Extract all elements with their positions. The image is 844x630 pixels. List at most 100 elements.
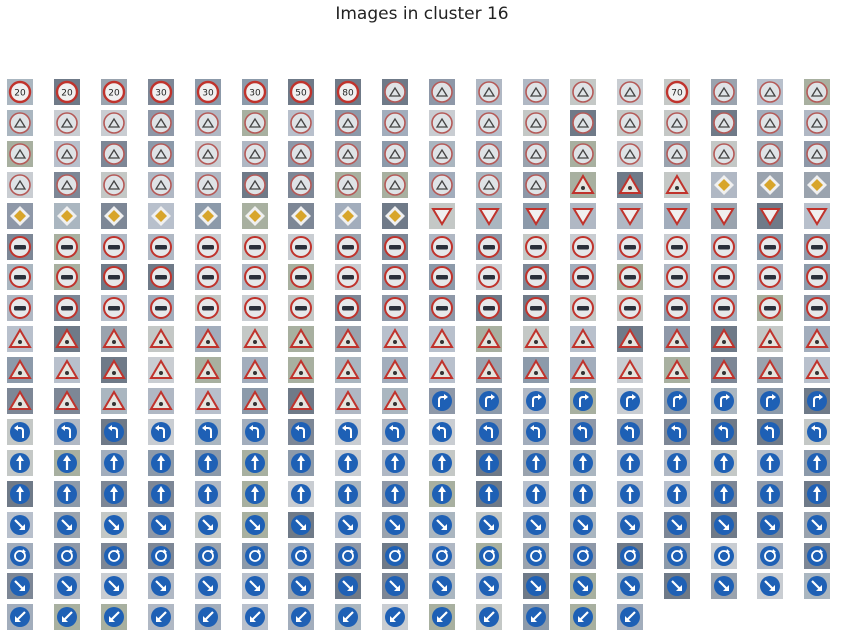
thumbnail-image: [241, 140, 268, 167]
thumbnail-image: [429, 449, 456, 476]
thumbnail-image: [194, 233, 221, 260]
thumbnail-image: [616, 326, 643, 353]
thumbnail-image: [569, 295, 596, 322]
roundabout-icon: [100, 542, 127, 569]
thumbnail-image: [100, 202, 127, 229]
roundabout-icon: [241, 542, 268, 569]
ahead-only-icon: [616, 480, 643, 507]
thumbnail-image: [288, 388, 315, 414]
mixed-warning-icon: [616, 388, 643, 414]
roundabout-icon: [476, 542, 502, 569]
thumbnail-image: [616, 449, 643, 476]
no-passing-trucks-icon: [194, 233, 221, 260]
no-passing-icon: [382, 109, 409, 136]
thumbnail-image: [7, 542, 33, 569]
warning-triangle-icon: [7, 326, 33, 353]
ahead-only-icon: [804, 480, 831, 507]
thumbnail-image: [241, 573, 268, 600]
thumbnail-image: [382, 326, 409, 353]
turn-left-icon: [429, 418, 456, 445]
mixed-warning-icon: [241, 171, 268, 198]
thumbnail-image: [522, 140, 549, 167]
thumbnail-image: [804, 295, 831, 322]
thumbnail-image: [7, 264, 33, 291]
thumbnail-image: [100, 140, 127, 167]
thumbnail-image: [53, 388, 80, 414]
thumbnail-image: [429, 480, 456, 507]
thumbnail-image: [382, 542, 409, 569]
speed-limit-icon: 50: [288, 79, 315, 105]
priority-road-icon: [804, 202, 831, 229]
keep-left-icon: [194, 604, 221, 630]
thumbnail-image: [382, 511, 409, 538]
keep-right-icon: [616, 573, 643, 600]
thumbnail-image: [7, 109, 33, 136]
keep-right-icon: [382, 573, 409, 600]
thumbnail-image: [710, 202, 737, 229]
keep-right-icon: [53, 573, 80, 600]
svg-text:80: 80: [343, 89, 355, 99]
no-passing-trucks-icon: [429, 264, 456, 291]
no-passing-trucks-icon: [335, 233, 362, 260]
priority-road-icon: [241, 202, 268, 229]
thumbnail-image: 20: [7, 79, 33, 105]
ahead-only-icon: [194, 480, 221, 507]
thumbnail-image: [382, 604, 409, 630]
mixed-warning-icon: [100, 171, 127, 198]
warning-triangle-icon: [382, 326, 409, 353]
thumbnail-image: [710, 542, 737, 569]
thumbnail-image: [147, 264, 174, 291]
no-passing-trucks-icon: [100, 233, 127, 260]
thumbnail-image: [53, 480, 80, 507]
thumbnail-image: [382, 264, 409, 291]
figure-title: Images in cluster 16: [335, 4, 509, 24]
warning-triangle-icon: [194, 357, 221, 384]
thumbnail-image: [757, 233, 784, 260]
thumbnail-image: [382, 233, 409, 260]
keep-right-icon: [476, 573, 502, 600]
thumbnail-image: [569, 542, 596, 569]
thumbnail-image: [147, 511, 174, 538]
turn-left-icon: [569, 418, 596, 445]
thumbnail-image: [100, 480, 127, 507]
mixed-warning-icon: [522, 388, 549, 414]
keep-right-icon: [804, 573, 831, 600]
thumbnail-image: [100, 357, 127, 384]
thumbnail-image: [616, 264, 643, 291]
keep-right-icon: [7, 511, 33, 538]
svg-text:30: 30: [155, 89, 167, 99]
keep-right-icon: [710, 573, 737, 600]
thumbnail-image: [382, 171, 409, 198]
turn-left-icon: [616, 418, 643, 445]
priority-road-icon: [147, 202, 174, 229]
thumbnail-image: [241, 202, 268, 229]
no-passing-trucks-icon: [616, 295, 643, 322]
thumbnail-image: [7, 511, 33, 538]
warning-triangle-icon: [710, 326, 737, 353]
thumbnail-image: [194, 109, 221, 136]
no-passing-trucks-icon: [147, 295, 174, 322]
thumbnail-image: [100, 388, 127, 414]
no-passing-icon: [241, 109, 268, 136]
keep-right-icon: [194, 511, 221, 538]
thumbnail-image: [663, 418, 690, 445]
thumbnail-image: [335, 573, 362, 600]
thumbnail-image: [522, 295, 549, 322]
thumbnail-image: [194, 480, 221, 507]
thumbnail-image: [100, 233, 127, 260]
no-passing-trucks-icon: [429, 233, 456, 260]
thumbnail-image: [335, 511, 362, 538]
turn-left-icon: [804, 418, 831, 445]
thumbnail-image: [804, 480, 831, 507]
thumbnail-image: [476, 418, 502, 445]
thumbnail-image: [522, 573, 549, 600]
no-passing-icon: [100, 109, 127, 136]
thumbnail-image: [382, 449, 409, 476]
thumbnail-image: [522, 604, 549, 630]
mixed-warning-icon: [194, 388, 221, 414]
ahead-only-icon: [382, 480, 409, 507]
thumbnail-image: [53, 357, 80, 384]
priority-road-icon: [616, 202, 643, 229]
thumbnail-image: [476, 480, 502, 507]
